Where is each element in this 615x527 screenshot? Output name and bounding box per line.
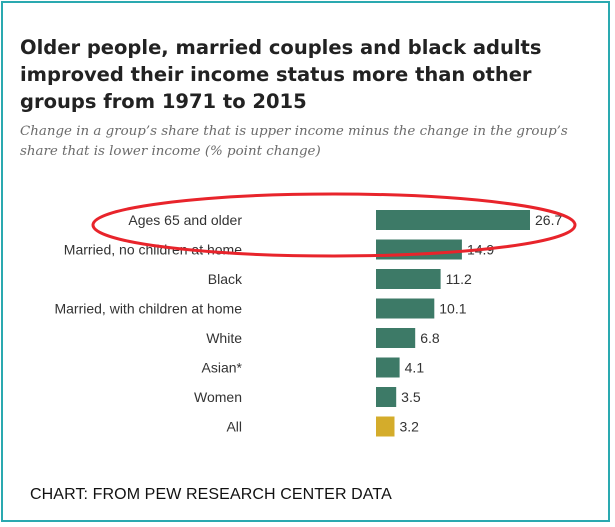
value-label-white: 6.8 xyxy=(420,330,440,346)
bars-group xyxy=(376,210,530,437)
category-label-ages-65-and-older: Ages 65 and older xyxy=(128,212,242,228)
category-label-married-with-children-at-home: Married, with children at home xyxy=(54,301,242,317)
value-label-married-with-children-at-home: 10.1 xyxy=(439,301,466,317)
chart-title: Older people, married couples and black … xyxy=(20,36,542,113)
value-label-asian: 4.1 xyxy=(405,360,425,376)
bar-women xyxy=(376,387,397,407)
value-label-women: 3.5 xyxy=(401,389,421,405)
category-labels-group: Ages 65 and older Married, no children at… xyxy=(54,212,243,435)
bar-all xyxy=(376,416,395,437)
category-label-white: White xyxy=(206,330,242,346)
value-label-all: 3.2 xyxy=(399,419,419,435)
category-label-all: All xyxy=(226,419,242,435)
chart-frame xyxy=(1,1,610,522)
value-label-black: 11.2 xyxy=(446,271,472,287)
chart-subtitle: Change in a group’s share that is upper … xyxy=(20,124,568,159)
bar-black xyxy=(376,269,441,289)
category-label-asian: Asian* xyxy=(202,360,243,376)
source-note: CHART: FROM PEW RESEARCH CENTER DATA xyxy=(30,486,392,503)
category-label-women: Women xyxy=(194,389,242,405)
category-label-black: Black xyxy=(208,271,243,287)
bar-married-with-children-at-home xyxy=(376,298,435,319)
highlight-circle-annotation xyxy=(91,192,577,258)
bar-asian xyxy=(376,357,400,378)
value-label-ages-65-and-older: 26.7 xyxy=(535,212,562,228)
bar-ages-65-and-older xyxy=(376,210,530,230)
bar-white xyxy=(376,328,416,348)
category-label-married-no-children-at-home: Married, no children at home xyxy=(64,242,242,258)
